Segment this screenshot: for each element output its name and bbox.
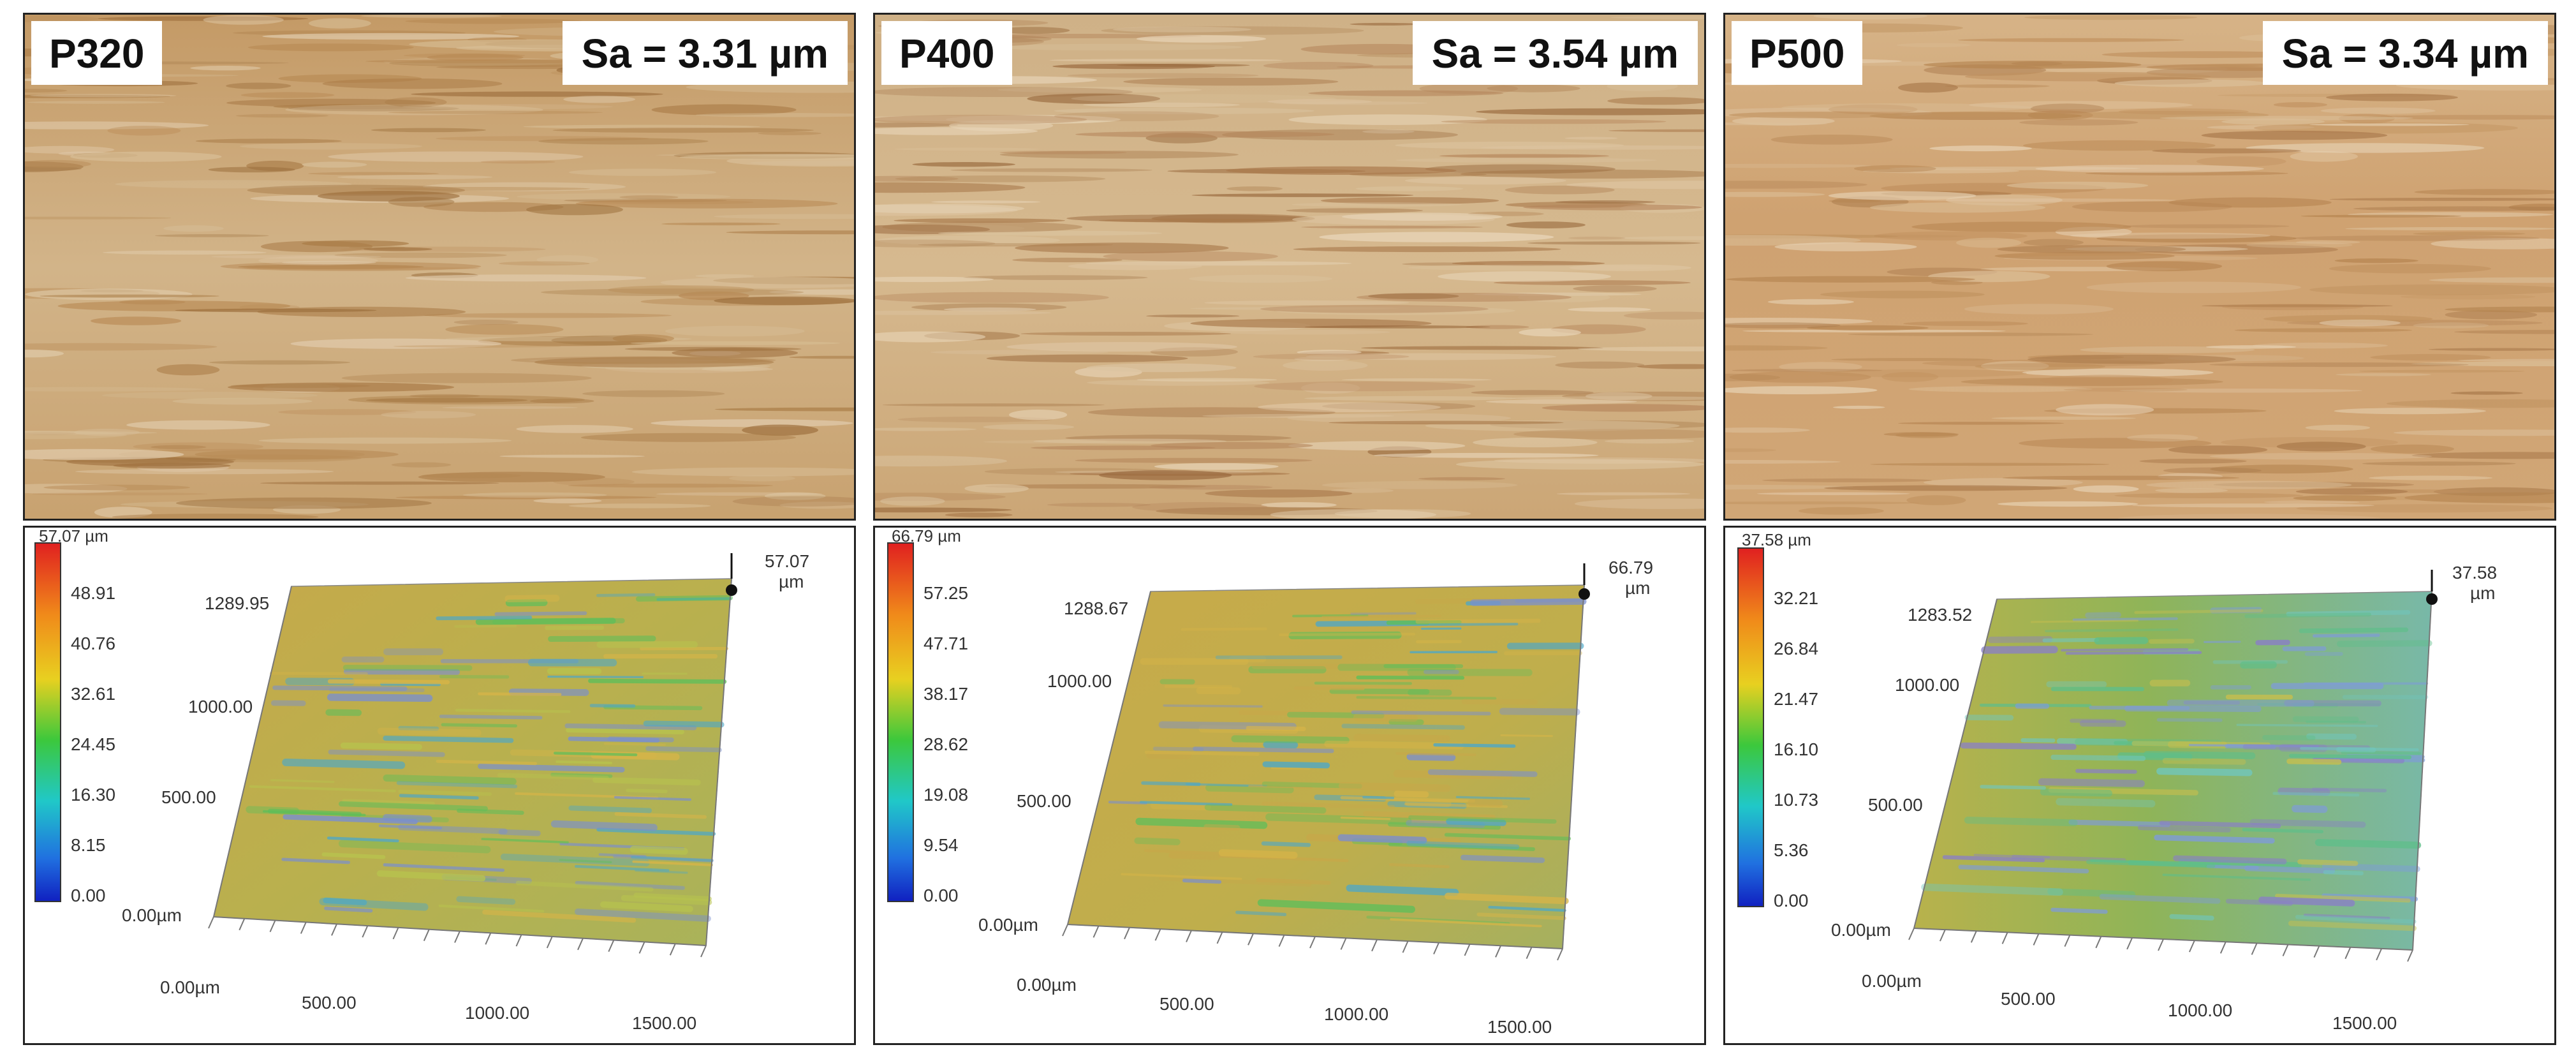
x-axis-origin: 0.00µm bbox=[160, 977, 220, 997]
sa-value: Sa = 3.31 µm bbox=[562, 21, 848, 85]
height-map-3d: 37.58 µm 32.21 26.84 21.47 16.10 10.73 5… bbox=[1723, 526, 2556, 1045]
y-axis-tick: 1000.00 bbox=[1047, 671, 1112, 691]
x-axis-tick: 500.00 bbox=[302, 993, 357, 1013]
sample-label: P500 bbox=[1732, 21, 1863, 85]
height-map-3d: 57.07 µm 48.91 40.76 32.61 24.45 16.30 8… bbox=[23, 526, 856, 1045]
peak-value: 66.79 bbox=[1608, 558, 1653, 577]
colorbar-tick: 48.91 bbox=[71, 583, 115, 603]
wood-surface-photo: P320 Sa = 3.31 µm bbox=[23, 13, 856, 521]
y-axis-top: 1288.67 bbox=[1064, 598, 1128, 618]
peak-unit: µm bbox=[2470, 583, 2495, 603]
colorbar-max: 66.79 µm bbox=[892, 528, 961, 545]
x-axis-origin: 0.00µm bbox=[1862, 971, 1922, 991]
y-axis-tick: 1000.00 bbox=[188, 697, 253, 716]
wood-surface-photo: P500 Sa = 3.34 µm bbox=[1723, 13, 2556, 521]
colorbar-tick: 0.00 bbox=[71, 886, 106, 905]
colorbar-tick: 9.54 bbox=[924, 835, 959, 855]
colorbar-tick: 5.36 bbox=[1774, 840, 1809, 860]
colorbar bbox=[34, 542, 61, 902]
panel-p320: P320 Sa = 3.31 µm bbox=[23, 13, 856, 1045]
sa-value: Sa = 3.54 µm bbox=[1412, 21, 1698, 85]
colorbar-tick: 21.47 bbox=[1774, 689, 1818, 709]
colorbar bbox=[1737, 547, 1764, 907]
colorbar-tick: 8.15 bbox=[71, 835, 106, 855]
wood-grain-image bbox=[1725, 15, 2554, 519]
peak-value: 37.58 bbox=[2452, 563, 2497, 582]
y-axis-origin: 0.00µm bbox=[1831, 920, 1891, 940]
sample-label: P400 bbox=[881, 21, 1013, 85]
colorbar-tick: 0.00 bbox=[1774, 891, 1809, 910]
panel-p500: P500 Sa = 3.34 µm bbox=[1723, 13, 2556, 1045]
surface-plot: 57.07 µm 48.91 40.76 32.61 24.45 16.30 8… bbox=[34, 528, 809, 1033]
y-axis-origin: 0.00µm bbox=[978, 915, 1038, 935]
colorbar-tick: 0.00 bbox=[924, 886, 959, 905]
colorbar-tick: 19.08 bbox=[924, 785, 968, 805]
sa-value: Sa = 3.34 µm bbox=[2262, 21, 2548, 85]
height-map-3d: 66.79 µm 57.25 47.71 38.17 28.62 19.08 9… bbox=[873, 526, 1706, 1045]
colorbar-tick: 16.30 bbox=[71, 785, 115, 805]
colorbar-tick: 10.73 bbox=[1774, 790, 1818, 810]
peak-unit: µm bbox=[1625, 578, 1650, 598]
x-axis-tick: 1500.00 bbox=[1487, 1017, 1552, 1037]
wood-surface-photo: P400 Sa = 3.54 µm bbox=[873, 13, 1706, 521]
x-axis-tick: 1500.00 bbox=[2332, 1013, 2397, 1033]
colorbar bbox=[887, 542, 914, 902]
y-axis-tick: 500.00 bbox=[161, 787, 216, 807]
x-axis-tick: 1000.00 bbox=[465, 1003, 529, 1023]
y-axis-top: 1289.95 bbox=[205, 593, 269, 613]
x-axis-tick: 1000.00 bbox=[1324, 1004, 1388, 1024]
wood-grain-image bbox=[875, 15, 1704, 519]
colorbar-tick: 24.45 bbox=[71, 734, 115, 754]
panel-p400: P400 Sa = 3.54 µm bbox=[873, 13, 1706, 1045]
colorbar-tick: 28.62 bbox=[924, 734, 968, 754]
x-axis-origin: 0.00µm bbox=[1017, 975, 1077, 995]
x-axis-tick: 500.00 bbox=[2001, 989, 2056, 1009]
peak-value: 57.07 bbox=[765, 551, 809, 571]
colorbar-tick: 32.61 bbox=[71, 684, 115, 704]
x-axis-tick: 1000.00 bbox=[2168, 1000, 2232, 1020]
colorbar-max: 37.58 µm bbox=[1742, 530, 1811, 549]
y-axis-origin: 0.00µm bbox=[122, 905, 182, 925]
x-axis-tick: 500.00 bbox=[1159, 994, 1214, 1014]
colorbar-tick: 47.71 bbox=[924, 634, 968, 653]
colorbar-tick: 32.21 bbox=[1774, 588, 1818, 608]
y-axis-top: 1283.52 bbox=[1908, 605, 1972, 625]
y-axis-tick: 1000.00 bbox=[1895, 675, 1959, 695]
wood-grain-image bbox=[25, 15, 854, 519]
y-axis-tick: 500.00 bbox=[1868, 795, 1923, 815]
colorbar-max: 57.07 µm bbox=[39, 528, 108, 545]
peak-unit: µm bbox=[779, 572, 804, 591]
colorbar-tick: 16.10 bbox=[1774, 739, 1818, 759]
y-axis-tick: 500.00 bbox=[1017, 791, 1071, 811]
x-axis-tick: 1500.00 bbox=[632, 1013, 696, 1033]
colorbar-tick: 26.84 bbox=[1774, 639, 1818, 658]
colorbar-tick: 57.25 bbox=[924, 583, 968, 603]
surface-plot: 66.79 µm 57.25 47.71 38.17 28.62 19.08 9… bbox=[887, 528, 1653, 1037]
colorbar-tick: 40.76 bbox=[71, 634, 115, 653]
surface-plot: 37.58 µm 32.21 26.84 21.47 16.10 10.73 5… bbox=[1737, 530, 2497, 1033]
colorbar-tick: 38.17 bbox=[924, 684, 968, 704]
sample-label: P320 bbox=[31, 21, 163, 85]
